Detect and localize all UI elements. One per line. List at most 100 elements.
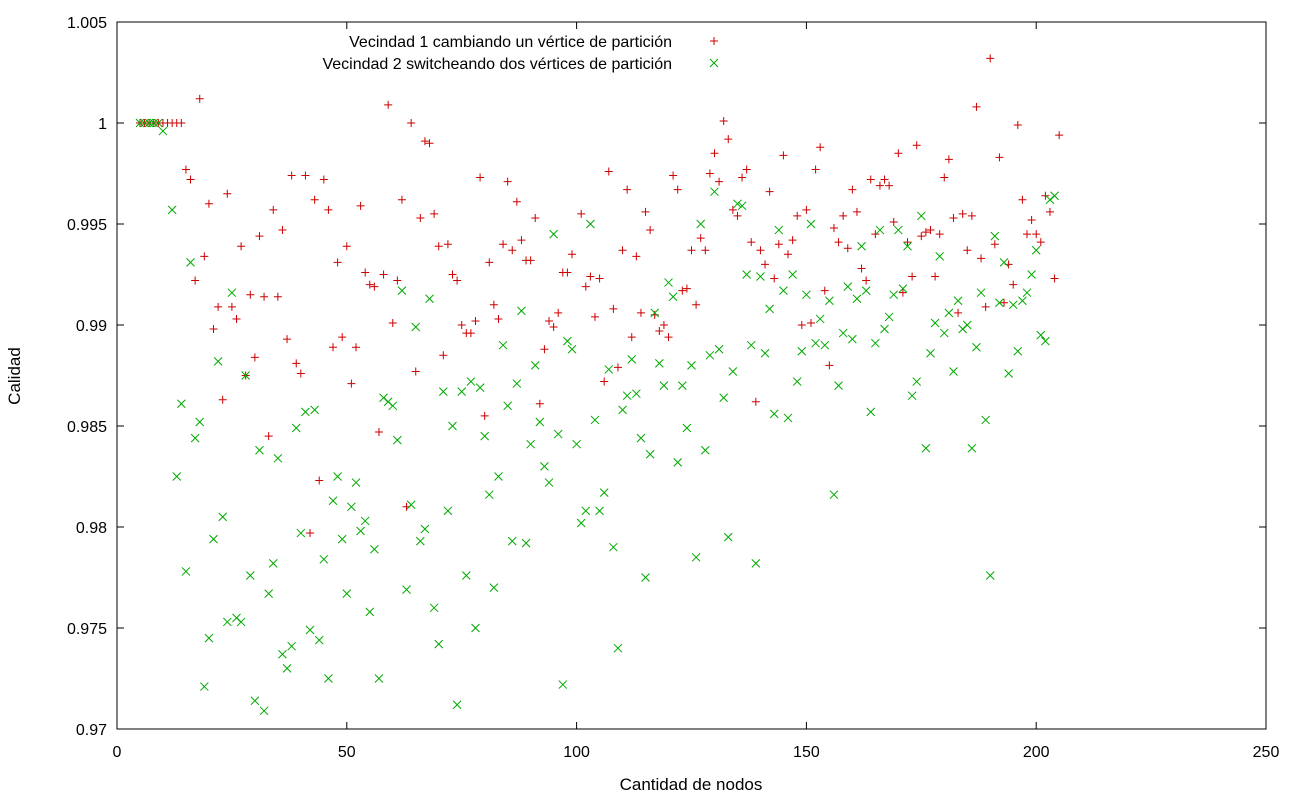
point-series-1 — [765, 187, 774, 196]
point-series-2 — [342, 589, 352, 599]
point-series-1 — [595, 274, 604, 283]
point-series-2 — [365, 607, 375, 617]
point-series-2 — [636, 433, 646, 443]
point-series-2 — [291, 423, 301, 433]
point-series-2 — [1050, 191, 1059, 201]
point-series-2 — [756, 272, 765, 281]
point-series-2 — [443, 506, 453, 516]
point-series-1 — [181, 165, 190, 174]
point-series-2 — [213, 357, 223, 366]
point-series-1 — [756, 246, 765, 255]
point-series-2 — [420, 524, 430, 534]
point-series-2 — [645, 449, 655, 459]
point-series-2 — [742, 270, 752, 279]
point-series-1 — [710, 149, 719, 158]
point-series-1 — [995, 153, 1004, 162]
point-series-1 — [774, 240, 783, 249]
point-series-1 — [623, 185, 632, 194]
point-series-1 — [292, 359, 301, 368]
point-series-2 — [1013, 346, 1023, 356]
point-series-2 — [457, 387, 467, 397]
point-series-1 — [1000, 298, 1009, 307]
point-series-2 — [599, 488, 609, 498]
point-series-1 — [664, 333, 673, 342]
point-series-1 — [705, 169, 714, 178]
point-series-2 — [834, 381, 843, 390]
point-series-2 — [985, 571, 995, 580]
point-series-1 — [503, 177, 512, 186]
legend: Vecindad 1 cambiando un vértice de parti… — [322, 34, 719, 73]
point-series-1 — [457, 321, 466, 329]
point-series-2 — [204, 633, 214, 643]
point-series-2 — [397, 286, 407, 296]
point-series-1 — [296, 369, 305, 378]
point-series-1 — [306, 529, 315, 538]
point-series-2 — [769, 409, 779, 419]
point-series-2 — [737, 201, 747, 211]
point-series-1 — [526, 256, 535, 265]
point-series-1 — [843, 244, 852, 253]
point-series-2 — [691, 552, 701, 562]
point-series-2 — [576, 518, 586, 528]
point-series-1 — [209, 325, 218, 334]
point-series-2 — [618, 405, 627, 415]
point-series-2 — [838, 328, 848, 338]
point-series-2 — [567, 344, 577, 354]
point-series-2 — [549, 229, 558, 239]
point-series-1 — [411, 367, 420, 376]
point-series-1 — [204, 199, 213, 208]
point-series-2 — [360, 516, 370, 526]
point-series-1 — [384, 100, 393, 109]
point-series-2 — [425, 294, 434, 304]
y-tick-label: 1.005 — [67, 15, 107, 32]
point-series-2 — [415, 536, 425, 546]
point-series-2 — [402, 585, 411, 594]
point-series-2 — [889, 290, 899, 300]
point-series-1 — [333, 258, 342, 267]
point-series-1 — [889, 217, 898, 226]
x-tick-label: 200 — [1023, 744, 1050, 761]
point-series-2 — [687, 361, 696, 370]
point-series-2 — [820, 340, 830, 350]
point-series-2 — [301, 407, 310, 417]
point-series-2 — [774, 225, 784, 235]
point-series-1 — [779, 151, 788, 160]
point-series-1 — [604, 167, 613, 176]
point-series-1 — [701, 246, 710, 255]
point-series-1 — [200, 252, 209, 261]
point-series-2 — [535, 417, 545, 427]
point-series-2 — [953, 296, 963, 306]
point-series-1 — [329, 343, 338, 352]
point-series-1 — [829, 224, 838, 233]
y-tick-label: 0.975 — [67, 621, 107, 638]
point-series-1 — [425, 139, 434, 148]
x-tick-label: 100 — [563, 744, 590, 761]
point-series-2 — [540, 462, 549, 471]
point-series-1 — [232, 314, 241, 323]
point-series-2 — [305, 625, 315, 635]
point-series-1 — [1023, 230, 1032, 239]
point-series-2 — [1036, 330, 1046, 340]
point-series-2 — [1022, 288, 1032, 298]
point-series-1 — [751, 397, 760, 406]
point-series-2 — [733, 199, 742, 209]
point-series-2 — [351, 478, 361, 487]
point-series-1 — [508, 246, 517, 255]
point-series-1 — [338, 333, 347, 342]
legend-label-series-2: Vecindad 2 switcheando dos vértices de p… — [322, 56, 672, 73]
point-series-1 — [365, 280, 374, 289]
point-series-2 — [825, 296, 834, 306]
point-series-2 — [328, 496, 338, 506]
point-series-1 — [857, 264, 866, 273]
point-series-1 — [986, 54, 995, 63]
point-series-2 — [815, 314, 825, 324]
point-series-2 — [857, 241, 866, 251]
point-series-1 — [416, 213, 425, 222]
point-series-2 — [199, 682, 209, 691]
point-series-1 — [1009, 280, 1018, 289]
point-series-1 — [738, 173, 747, 182]
point-series-2 — [498, 340, 508, 350]
point-series-2 — [696, 219, 706, 229]
point-series-2 — [875, 225, 885, 235]
point-series-1 — [632, 252, 641, 261]
